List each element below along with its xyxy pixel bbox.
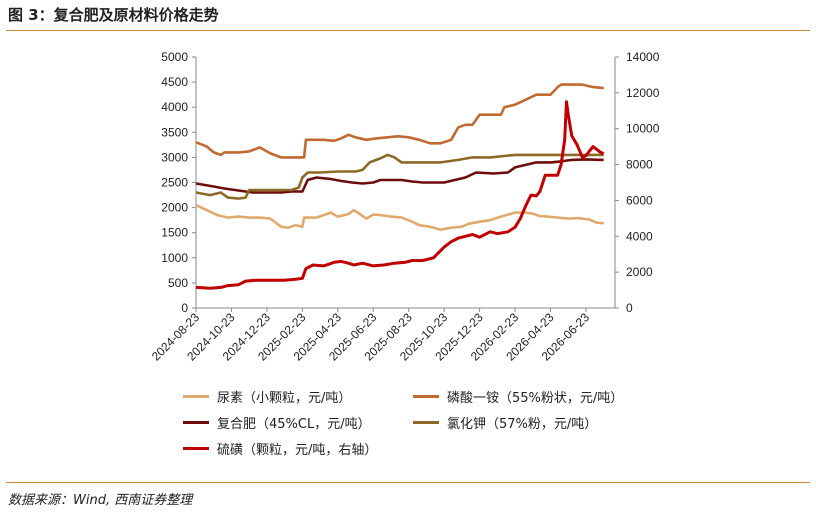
left-tick-label: 5000 [161,50,188,64]
series-line-5 [195,100,605,290]
legend-swatch [183,420,209,424]
left-tick-label: 1000 [161,251,188,265]
left-tick-label: 2000 [161,201,188,215]
right-tick-label: 10000 [626,122,660,136]
left-tick-label: 0 [181,301,188,315]
source-divider [6,482,810,483]
right-tick-label: 2000 [626,265,653,279]
legend-swatch [413,420,439,424]
series-line-3 [195,158,604,194]
left-tick-label: 3000 [161,150,188,164]
right-tick-label: 4000 [626,229,653,243]
right-tick-label: 12000 [626,86,660,100]
right-tick-label: 8000 [626,158,653,172]
left-tick-label: 4000 [161,100,188,114]
left-tick-label: 3500 [161,125,188,139]
legend-label: 氯化钾（57%粉，元/吨） [447,416,598,432]
series-line-1 [195,203,604,231]
left-tick-label: 1500 [161,226,188,240]
left-tick-label: 2500 [161,176,188,190]
chart-series [195,83,605,290]
legend-item-3: 复合肥（45%CL，元/吨） [183,413,371,432]
legend-label: 硫磺（颗粒，元/吨，右轴） [217,442,378,458]
right-tick-label: 14000 [626,50,660,64]
legend-swatch [183,446,209,450]
data-source: 数据来源：Wind, 西南证券整理 [8,493,193,508]
title-divider [6,30,810,31]
left-tick-label: 500 [168,276,188,290]
chart-axes: 0 500 1000 1500 2000 2500 3000 3500 4000 4500 5000… [149,50,660,364]
legend-item-4: 氯化钾（57%粉，元/吨） [413,413,598,432]
figure-title: 图 3：复合肥及原材料价格走势 [8,6,219,24]
right-tick-label: 6000 [626,193,653,207]
right-tick-label: 0 [626,301,633,315]
legend-item-5: 硫磺（颗粒，元/吨，右轴） [183,439,378,458]
series-line-4 [195,153,604,200]
series-line-2 [195,83,604,159]
legend-label: 复合肥（45%CL，元/吨） [217,416,371,432]
line-chart: 0 500 1000 1500 2000 2500 3000 3500 4000 4500 5000… [149,50,660,364]
left-tick-label: 4500 [161,75,188,89]
